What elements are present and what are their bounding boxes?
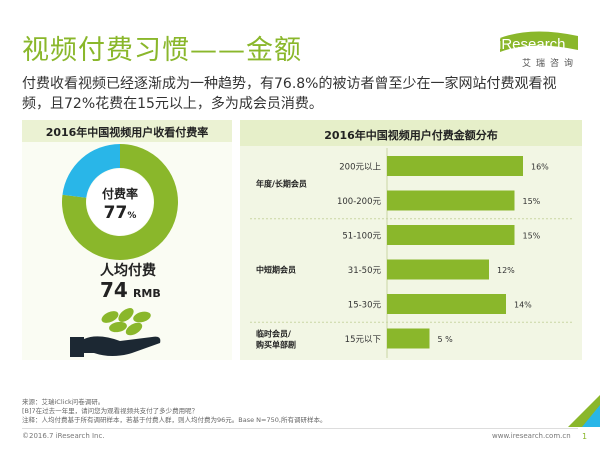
bar [387,190,515,211]
logo-word: iResearch [498,36,566,53]
donut-hole [87,169,153,235]
bar-value-label: 15% [523,197,541,206]
bar-value-label: 16% [531,163,549,172]
bar [387,294,506,314]
source-notes: 来源：艾瑞iClick问卷调研。 [B]7在过去一年里，请问您为观看视频共支付了… [22,398,326,425]
bar [387,156,523,176]
bar-category-label: 15元以下 [345,335,382,345]
bar-category-label: 31-50元 [348,266,382,276]
donut-slice-1 [62,144,120,198]
bar [387,328,430,349]
avg-pay-value: 74 [100,278,128,302]
pay-rate-donut-chart: 付费率 77% [61,144,178,260]
amount-distribution-bar-chart: 200元以上 16% 100-200元 15% 51-100元 15% 31-50元 12% 1… [250,148,572,358]
note-question: [B]7在过去一年里，请问您为观看视频共支付了多少费用呢？ [22,407,199,415]
avg-pay-unit: RMB [133,287,161,300]
donut-slice-0 [61,144,178,260]
note-remark: 注释：人均付费基于所有调研样本，若基于付费人群，则人均付费为96元。Base N… [22,416,327,424]
website-link[interactable]: www.iresearch.com.cn [492,432,571,440]
note-source: 来源：艾瑞iClick问卷调研。 [22,398,105,406]
logo-subtext: 艾瑞咨询 [522,59,579,69]
left-panel-title: 2016年中国视频用户收看付费率 [45,126,209,139]
bar-category-label: 51-100元 [342,232,381,242]
page-subtitle: 付费收看视频已经逐渐成为一种趋势，有76.8%的被访者曾至少在一家网站付费观看视… [22,76,557,112]
corner-decoration-icon [568,395,600,427]
avg-pay-icons: 人均付费 74 RMB [70,262,161,357]
donut-value-unit: % [127,211,136,221]
iresearch-logo: iResearch 艾瑞咨询 [492,30,582,70]
money-hand-icon [70,308,161,357]
bar-value-label: 14% [514,301,532,310]
bar-group-label: 年度/长期会员 [256,178,307,188]
bar-category-label: 15-30元 [348,301,382,311]
bar-category-label: 100-200元 [337,197,382,207]
bar-value-label: 12% [497,266,515,275]
bar-group-label: 临时会员/购买单部剧 [256,329,296,350]
donut-value-number: 77 [104,203,128,223]
bar [387,225,515,245]
left-panel-header: 2016年中国视频用户收看付费率 [22,120,232,142]
right-panel-title: 2016年中国视频用户付费金额分布 [324,129,498,142]
bar-value-label: 15% [523,232,541,241]
bar-value-label: 5 % [438,335,454,344]
donut-center-value: 77% [104,203,137,223]
page-title: 视频付费习惯——金额 [22,35,302,66]
donut-center-label: 付费率 [102,186,138,201]
right-panel-header: 2016年中国视频用户付费金额分布 [240,120,582,146]
bar-category-label: 200元以上 [339,163,381,173]
bar-group-label: 中短期会员 [256,265,296,275]
page-number: 1 [582,432,588,441]
avg-pay-label: 人均付费 [100,262,156,279]
footer-divider [22,428,578,429]
leaf-icon [500,31,578,52]
bar [387,259,489,280]
avg-pay-value-text: 74 RMB [100,278,161,302]
copyright: ©2016.7 iResearch Inc. [22,432,105,440]
